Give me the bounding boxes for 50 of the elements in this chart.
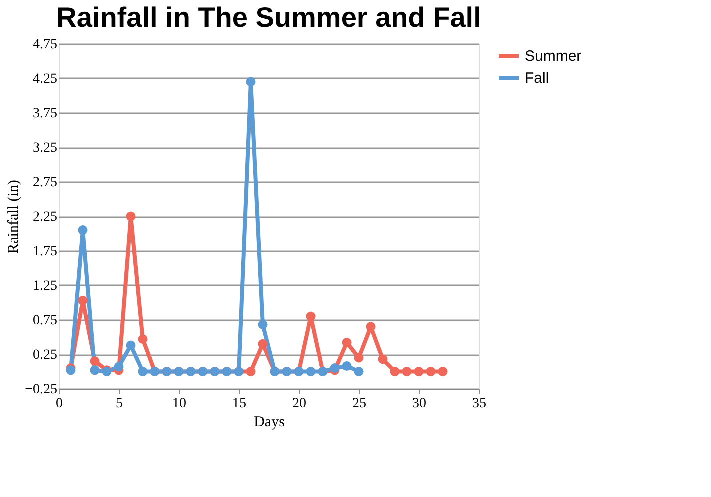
chart-title: Rainfall in The Summer and Fall	[56, 2, 482, 33]
point	[342, 361, 352, 371]
point	[426, 367, 436, 376]
point	[138, 334, 148, 344]
point	[306, 367, 316, 376]
point	[366, 322, 376, 332]
point	[438, 367, 448, 376]
point	[354, 353, 364, 363]
point	[258, 339, 268, 349]
legend-label: Fall	[525, 70, 550, 87]
y-tick-label: 2.75	[33, 176, 58, 190]
y-tick-label: 1.75	[33, 244, 58, 260]
point	[378, 354, 388, 364]
y-tick-label: −0.25	[25, 382, 58, 398]
x-tick-label: 20	[292, 396, 306, 412]
y-tick-label: 4.75	[33, 38, 58, 52]
x-axis-title: Days	[254, 414, 286, 430]
x-tick-label: 5	[116, 396, 123, 412]
x-tick-label: 30	[412, 396, 426, 412]
point	[306, 312, 316, 322]
y-tick-label: 4.25	[33, 72, 58, 87]
point	[126, 340, 136, 350]
x-tick-label: 0	[56, 396, 63, 412]
y-tick-label: 3.25	[33, 141, 58, 156]
point	[78, 296, 88, 306]
legend-label: Summer	[525, 48, 582, 65]
y-tick-label: 0.25	[33, 348, 58, 363]
point	[126, 212, 136, 222]
point	[78, 226, 88, 236]
point	[402, 367, 412, 376]
point	[246, 367, 256, 376]
x-tick-label: 35	[472, 396, 486, 412]
point	[342, 338, 352, 348]
y-tick-label: 1.25	[33, 279, 58, 294]
point	[258, 320, 268, 330]
x-tick-label: 25	[352, 396, 366, 412]
y-tick-label: 0.75	[33, 314, 58, 328]
y-tick-label: 3.75	[33, 106, 58, 122]
point	[354, 367, 364, 376]
x-tick-label: 10	[172, 396, 186, 412]
point	[90, 366, 100, 376]
point	[114, 362, 124, 372]
point	[246, 77, 256, 87]
y-tick-label: 2.25	[33, 210, 58, 225]
point	[414, 367, 424, 376]
point	[138, 367, 148, 376]
point	[390, 367, 400, 376]
point	[90, 356, 100, 366]
y-axis-title: Rainfall (in)	[6, 180, 22, 254]
x-tick-label: 15	[232, 396, 246, 412]
